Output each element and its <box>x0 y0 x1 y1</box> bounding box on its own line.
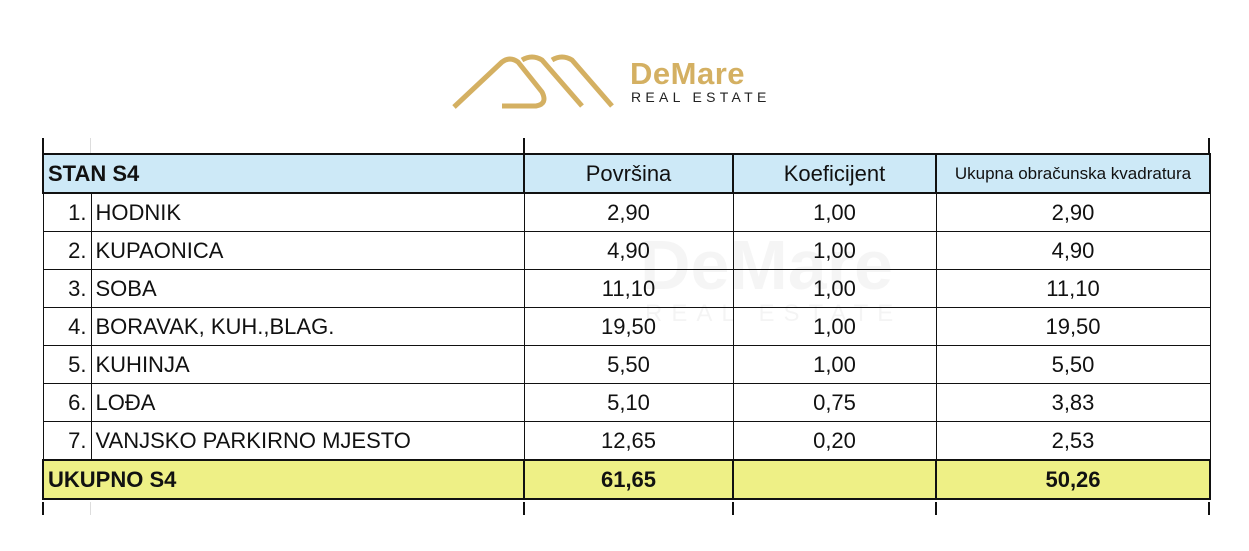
header-total-area: Ukupna obračunska kvadratura <box>935 153 1211 194</box>
room-area: 11,10 <box>523 269 734 308</box>
logo-subtitle: REAL ESTATE <box>631 89 771 105</box>
room-coefficient: 1,00 <box>732 269 937 308</box>
gridline <box>523 502 525 515</box>
table-row: 4. BORAVAK, KUH.,BLAG. 19,50 1,00 19,50 <box>42 307 1211 346</box>
row-number: 7. <box>42 421 92 461</box>
room-name: SOBA <box>90 269 525 308</box>
gridline <box>1208 502 1210 515</box>
row-number: 5. <box>42 345 92 384</box>
room-name: LOĐA <box>90 383 525 422</box>
row-number: 4. <box>42 307 92 346</box>
room-name: KUHINJA <box>90 345 525 384</box>
table-row: 3. SOBA 11,10 1,00 11,10 <box>42 269 1211 308</box>
room-coefficient: 1,00 <box>732 307 937 346</box>
row-number: 1. <box>42 192 92 232</box>
header-area: Površina <box>523 153 734 194</box>
table-row: 2. KUPAONICA 4,90 1,00 4,90 <box>42 231 1211 270</box>
room-area: 12,65 <box>523 421 734 461</box>
table-header-row: STAN S4 Površina Koeficijent Ukupna obra… <box>42 153 1211 194</box>
room-name: KUPAONICA <box>90 231 525 270</box>
table-row: 5. KUHINJA 5,50 1,00 5,50 <box>42 345 1211 384</box>
room-computed-area: 3,83 <box>935 383 1211 422</box>
room-coefficient: 1,00 <box>732 345 937 384</box>
room-area: 5,10 <box>523 383 734 422</box>
logo-name: DeMare <box>630 56 745 91</box>
room-computed-area: 2,53 <box>935 421 1211 461</box>
gridline <box>935 502 937 515</box>
room-name: HODNIK <box>90 192 525 232</box>
row-number: 6. <box>42 383 92 422</box>
total-row: UKUPNO S4 61,65 50,26 <box>42 459 1211 500</box>
gridline <box>42 138 44 153</box>
gridline <box>732 502 734 515</box>
room-computed-area: 5,50 <box>935 345 1211 384</box>
row-number: 3. <box>42 269 92 308</box>
room-area: 4,90 <box>523 231 734 270</box>
room-computed-area: 19,50 <box>935 307 1211 346</box>
room-area: 19,50 <box>523 307 734 346</box>
room-area: 2,90 <box>523 192 734 232</box>
area-table: STAN S4 Površina Koeficijent Ukupna obra… <box>42 153 1211 500</box>
total-computed-area: 50,26 <box>935 459 1211 500</box>
room-coefficient: 1,00 <box>732 192 937 232</box>
row-number: 2. <box>42 231 92 270</box>
gridline <box>90 138 91 153</box>
table-body: 1. HODNIK 2,90 1,00 2,90 2. KUPAONICA 4,90 1,00 4… <box>42 192 1211 461</box>
gridline <box>1208 138 1210 153</box>
room-name: VANJSKO PARKIRNO MJESTO <box>90 421 525 461</box>
total-area: 61,65 <box>523 459 734 500</box>
room-computed-area: 2,90 <box>935 192 1211 232</box>
table-row: 1. HODNIK 2,90 1,00 2,90 <box>42 192 1211 232</box>
table-row: 7. VANJSKO PARKIRNO MJESTO 12,65 0,20 2,53 <box>42 421 1211 461</box>
gridline <box>523 138 525 153</box>
room-area: 5,50 <box>523 345 734 384</box>
header-coefficient: Koeficijent <box>732 153 937 194</box>
room-coefficient: 0,20 <box>732 421 937 461</box>
apartment-title: STAN S4 <box>42 153 525 194</box>
room-computed-area: 11,10 <box>935 269 1211 308</box>
total-label: UKUPNO S4 <box>42 459 525 500</box>
gridline <box>90 502 91 515</box>
logo-mark-icon <box>452 54 614 109</box>
table-row: 6. LOĐA 5,10 0,75 3,83 <box>42 383 1211 422</box>
gridline <box>42 502 44 515</box>
room-coefficient: 0,75 <box>732 383 937 422</box>
room-name: BORAVAK, KUH.,BLAG. <box>90 307 525 346</box>
room-coefficient: 1,00 <box>732 231 937 270</box>
total-coefficient <box>732 459 937 500</box>
room-computed-area: 4,90 <box>935 231 1211 270</box>
